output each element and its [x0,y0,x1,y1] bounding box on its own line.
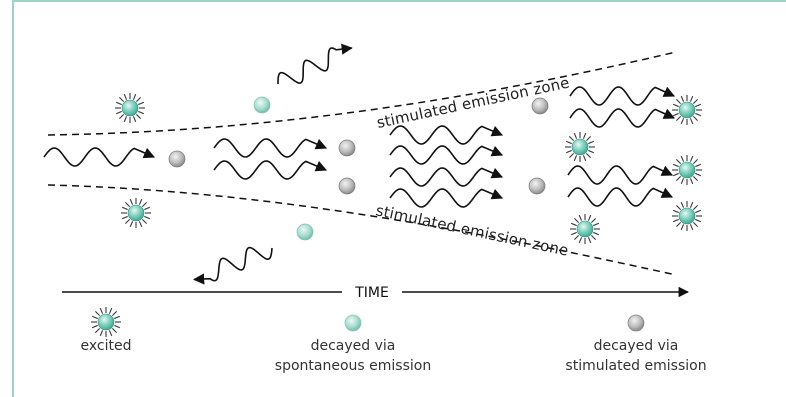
legend-stimulated-label-line2: stimulated emission [565,358,706,374]
excited-atom-top-left [115,93,145,123]
legend-stimulated-label-line1: decayed via [594,338,679,354]
upper-out-wave-1 [569,86,676,106]
excited-atom-legend [91,307,121,337]
photon-waves [43,43,676,285]
legend-spontaneous-icon [344,314,362,332]
stimulated-atom-3 [338,177,356,195]
atoms [115,93,702,244]
excited-atom-right-2 [565,132,595,162]
lower-out-wave-2 [567,187,674,207]
stimulated-atom-4 [531,97,549,115]
stimulated-atom-1 [168,150,186,168]
excited-atom-bottom-left [121,198,151,228]
stimulated-quad-wave-2 [389,145,504,165]
excited-atom-right-5 [570,214,600,244]
excited-atom-right-3 [672,155,702,185]
stimulated-pair-wave-2 [213,160,328,180]
legend-excited-icon [91,307,121,337]
lower-zone-boundary [47,184,677,276]
stimulated-pair-wave-1 [213,138,328,158]
legend-stimulated-icon [627,314,645,332]
lower-out-wave-1 [567,165,674,185]
spontaneous-atom-bottom [296,223,314,241]
time-label: TIME [354,285,389,301]
legend: excited decayed via spontaneous emission… [81,307,707,374]
upper-zone-boundary [47,51,677,136]
incoming-photon-wave [43,147,156,167]
excited-atom-right-1 [672,95,702,125]
legend-excited-label: excited [81,338,132,354]
stimulated-quad-wave-1 [389,125,504,145]
stimulated-atom-2 [338,139,356,157]
spontaneous-atom-top [253,96,271,114]
excited-atom-right-4 [672,201,702,231]
legend-spontaneous-label-line1: decayed via [311,338,396,354]
stimulated-quad-wave-3 [389,167,504,187]
stimulated-atom-5 [528,177,546,195]
lower-zone-label: stimulated emission zone [374,201,570,259]
upper-out-wave-2 [569,108,676,128]
spontaneous-up-wave [277,43,353,85]
spontaneous-down-wave [192,246,273,285]
stimulated-quad-wave-4 [389,188,504,208]
legend-spontaneous-label-line2: spontaneous emission [275,358,431,374]
